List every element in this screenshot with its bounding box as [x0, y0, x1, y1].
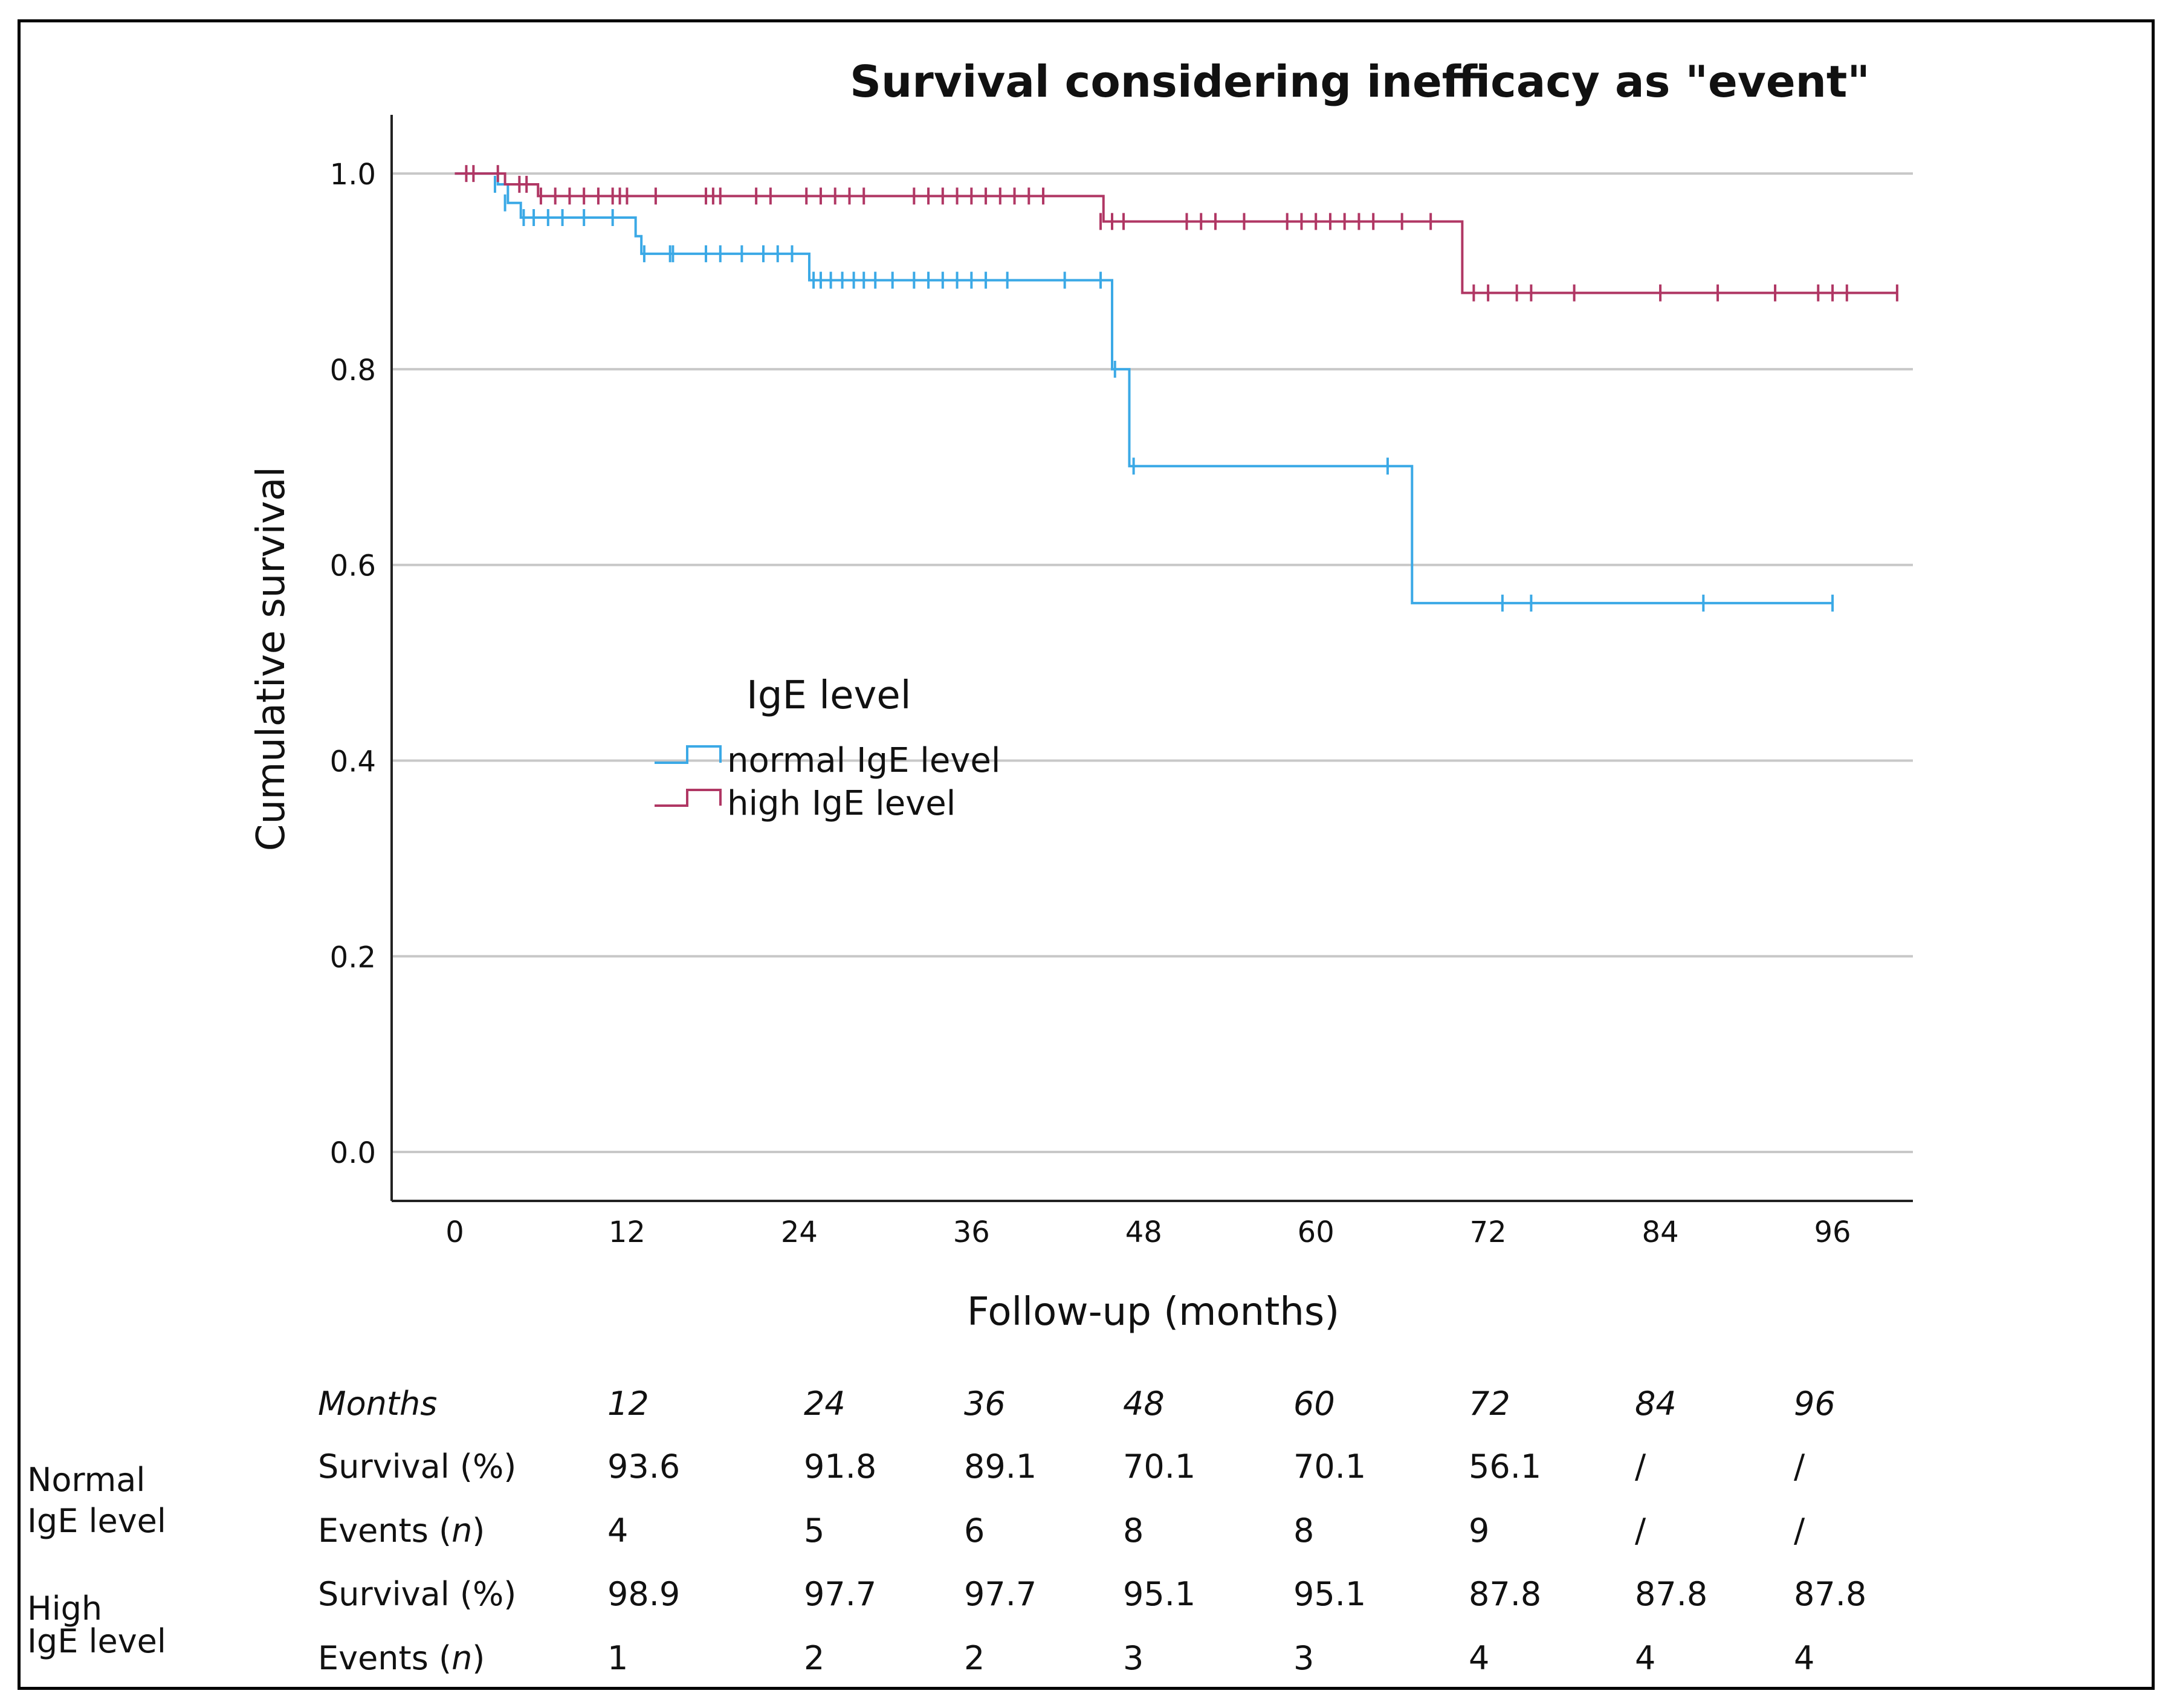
table-cell: / — [1635, 1448, 1646, 1486]
table-month-header: 96 — [1794, 1385, 1836, 1423]
x-tick-labels: 0 12 24 36 48 60 72 84 96 — [445, 1215, 1851, 1249]
row-label-events-high: Events (n) — [318, 1639, 485, 1677]
table-cell: / — [1794, 1512, 1805, 1550]
series-line-normal — [455, 172, 1833, 604]
series-line-high — [455, 172, 1897, 294]
y-tick-labels: 0.0 0.2 0.4 0.6 0.8 1.0 — [330, 158, 376, 1170]
grid-lines — [392, 172, 1913, 1154]
table-month-header: 12 — [607, 1385, 649, 1423]
axes — [390, 115, 1913, 1202]
x-tick-label: 12 — [609, 1215, 645, 1249]
x-tick-label: 72 — [1470, 1215, 1507, 1249]
table-cell: 8 — [1123, 1512, 1144, 1550]
table-cell: / — [1794, 1448, 1805, 1486]
table-cell: 97.7 — [804, 1575, 877, 1613]
table-cell: 4 — [1635, 1639, 1656, 1677]
y-tick-label: 0.2 — [330, 940, 376, 974]
legend-swatch-normal — [655, 745, 722, 764]
table-cell: 87.8 — [1635, 1575, 1708, 1613]
table-cell: 5 — [804, 1512, 825, 1550]
table-cell: 70.1 — [1123, 1448, 1196, 1486]
row-label-events-normal: Events (n) — [318, 1512, 485, 1550]
table-cell: 95.1 — [1123, 1575, 1196, 1613]
y-axis-label: Cumulative survival — [249, 467, 294, 851]
table-cell: 95.1 — [1293, 1575, 1367, 1613]
row-label-survival-high: Survival (%) — [318, 1575, 517, 1613]
x-axis-label: Follow-up (months) — [967, 1290, 1339, 1334]
table-cell: 97.7 — [964, 1575, 1037, 1613]
table-cell: / — [1635, 1512, 1646, 1550]
table-month-header: 84 — [1635, 1385, 1677, 1423]
y-tick-label: 0.0 — [330, 1136, 376, 1170]
y-tick-label: 0.4 — [330, 745, 376, 778]
x-tick-label: 24 — [781, 1215, 818, 1249]
table-cell: 2 — [804, 1639, 825, 1677]
table-cell: 87.8 — [1794, 1575, 1867, 1613]
table-cell: 70.1 — [1293, 1448, 1367, 1486]
table-cell: 2 — [964, 1639, 985, 1677]
chart-title: Survival considering inefficacy as "even… — [850, 56, 1870, 107]
series-layer — [455, 165, 1898, 612]
x-tick-label: 96 — [1814, 1215, 1851, 1249]
table-cell: 3 — [1123, 1639, 1144, 1677]
legend: IgE level normal IgE level high IgE leve… — [655, 673, 1000, 823]
table-cell: 4 — [607, 1512, 629, 1550]
table-cell: 3 — [1293, 1639, 1315, 1677]
table-month-header: 60 — [1293, 1385, 1335, 1423]
legend-title: IgE level — [746, 673, 911, 718]
table-months-label: Months — [318, 1385, 438, 1423]
table-month-header: 36 — [964, 1385, 1006, 1423]
table-month-header: 48 — [1123, 1385, 1165, 1423]
x-tick-label: 48 — [1125, 1215, 1162, 1249]
table-cell: 4 — [1469, 1639, 1490, 1677]
x-tick-label: 36 — [953, 1215, 990, 1249]
y-tick-label: 1.0 — [330, 158, 376, 192]
legend-entry-normal: normal IgE level — [727, 741, 1000, 780]
x-tick-label: 0 — [445, 1215, 464, 1249]
table-cell: 87.8 — [1469, 1575, 1542, 1613]
group-label-normal: Normal IgE level — [27, 1461, 166, 1540]
table-cell: 6 — [964, 1512, 985, 1550]
y-tick-label: 0.6 — [330, 549, 376, 583]
legend-swatch-high — [655, 789, 722, 807]
table-month-header: 24 — [804, 1385, 846, 1423]
table-cell: 93.6 — [607, 1448, 681, 1486]
table-cell: 56.1 — [1469, 1448, 1542, 1486]
x-tick-label: 84 — [1642, 1215, 1679, 1249]
table-cell: 98.9 — [607, 1575, 681, 1613]
figure-frame — [18, 19, 2155, 1690]
table-cell: 91.8 — [804, 1448, 877, 1486]
table-cell: 8 — [1293, 1512, 1315, 1550]
table-cell: 89.1 — [964, 1448, 1037, 1486]
table-cell: 9 — [1469, 1512, 1490, 1550]
table-cell: 4 — [1794, 1639, 1815, 1677]
row-label-survival-normal: Survival (%) — [318, 1448, 517, 1486]
group-label-high: High IgE level — [27, 1590, 166, 1660]
y-tick-label: 0.8 — [330, 354, 376, 387]
table-cell: 1 — [607, 1639, 629, 1677]
table-month-header: 72 — [1469, 1385, 1510, 1423]
legend-entry-high: high IgE level — [727, 784, 956, 823]
x-tick-label: 60 — [1298, 1215, 1334, 1249]
